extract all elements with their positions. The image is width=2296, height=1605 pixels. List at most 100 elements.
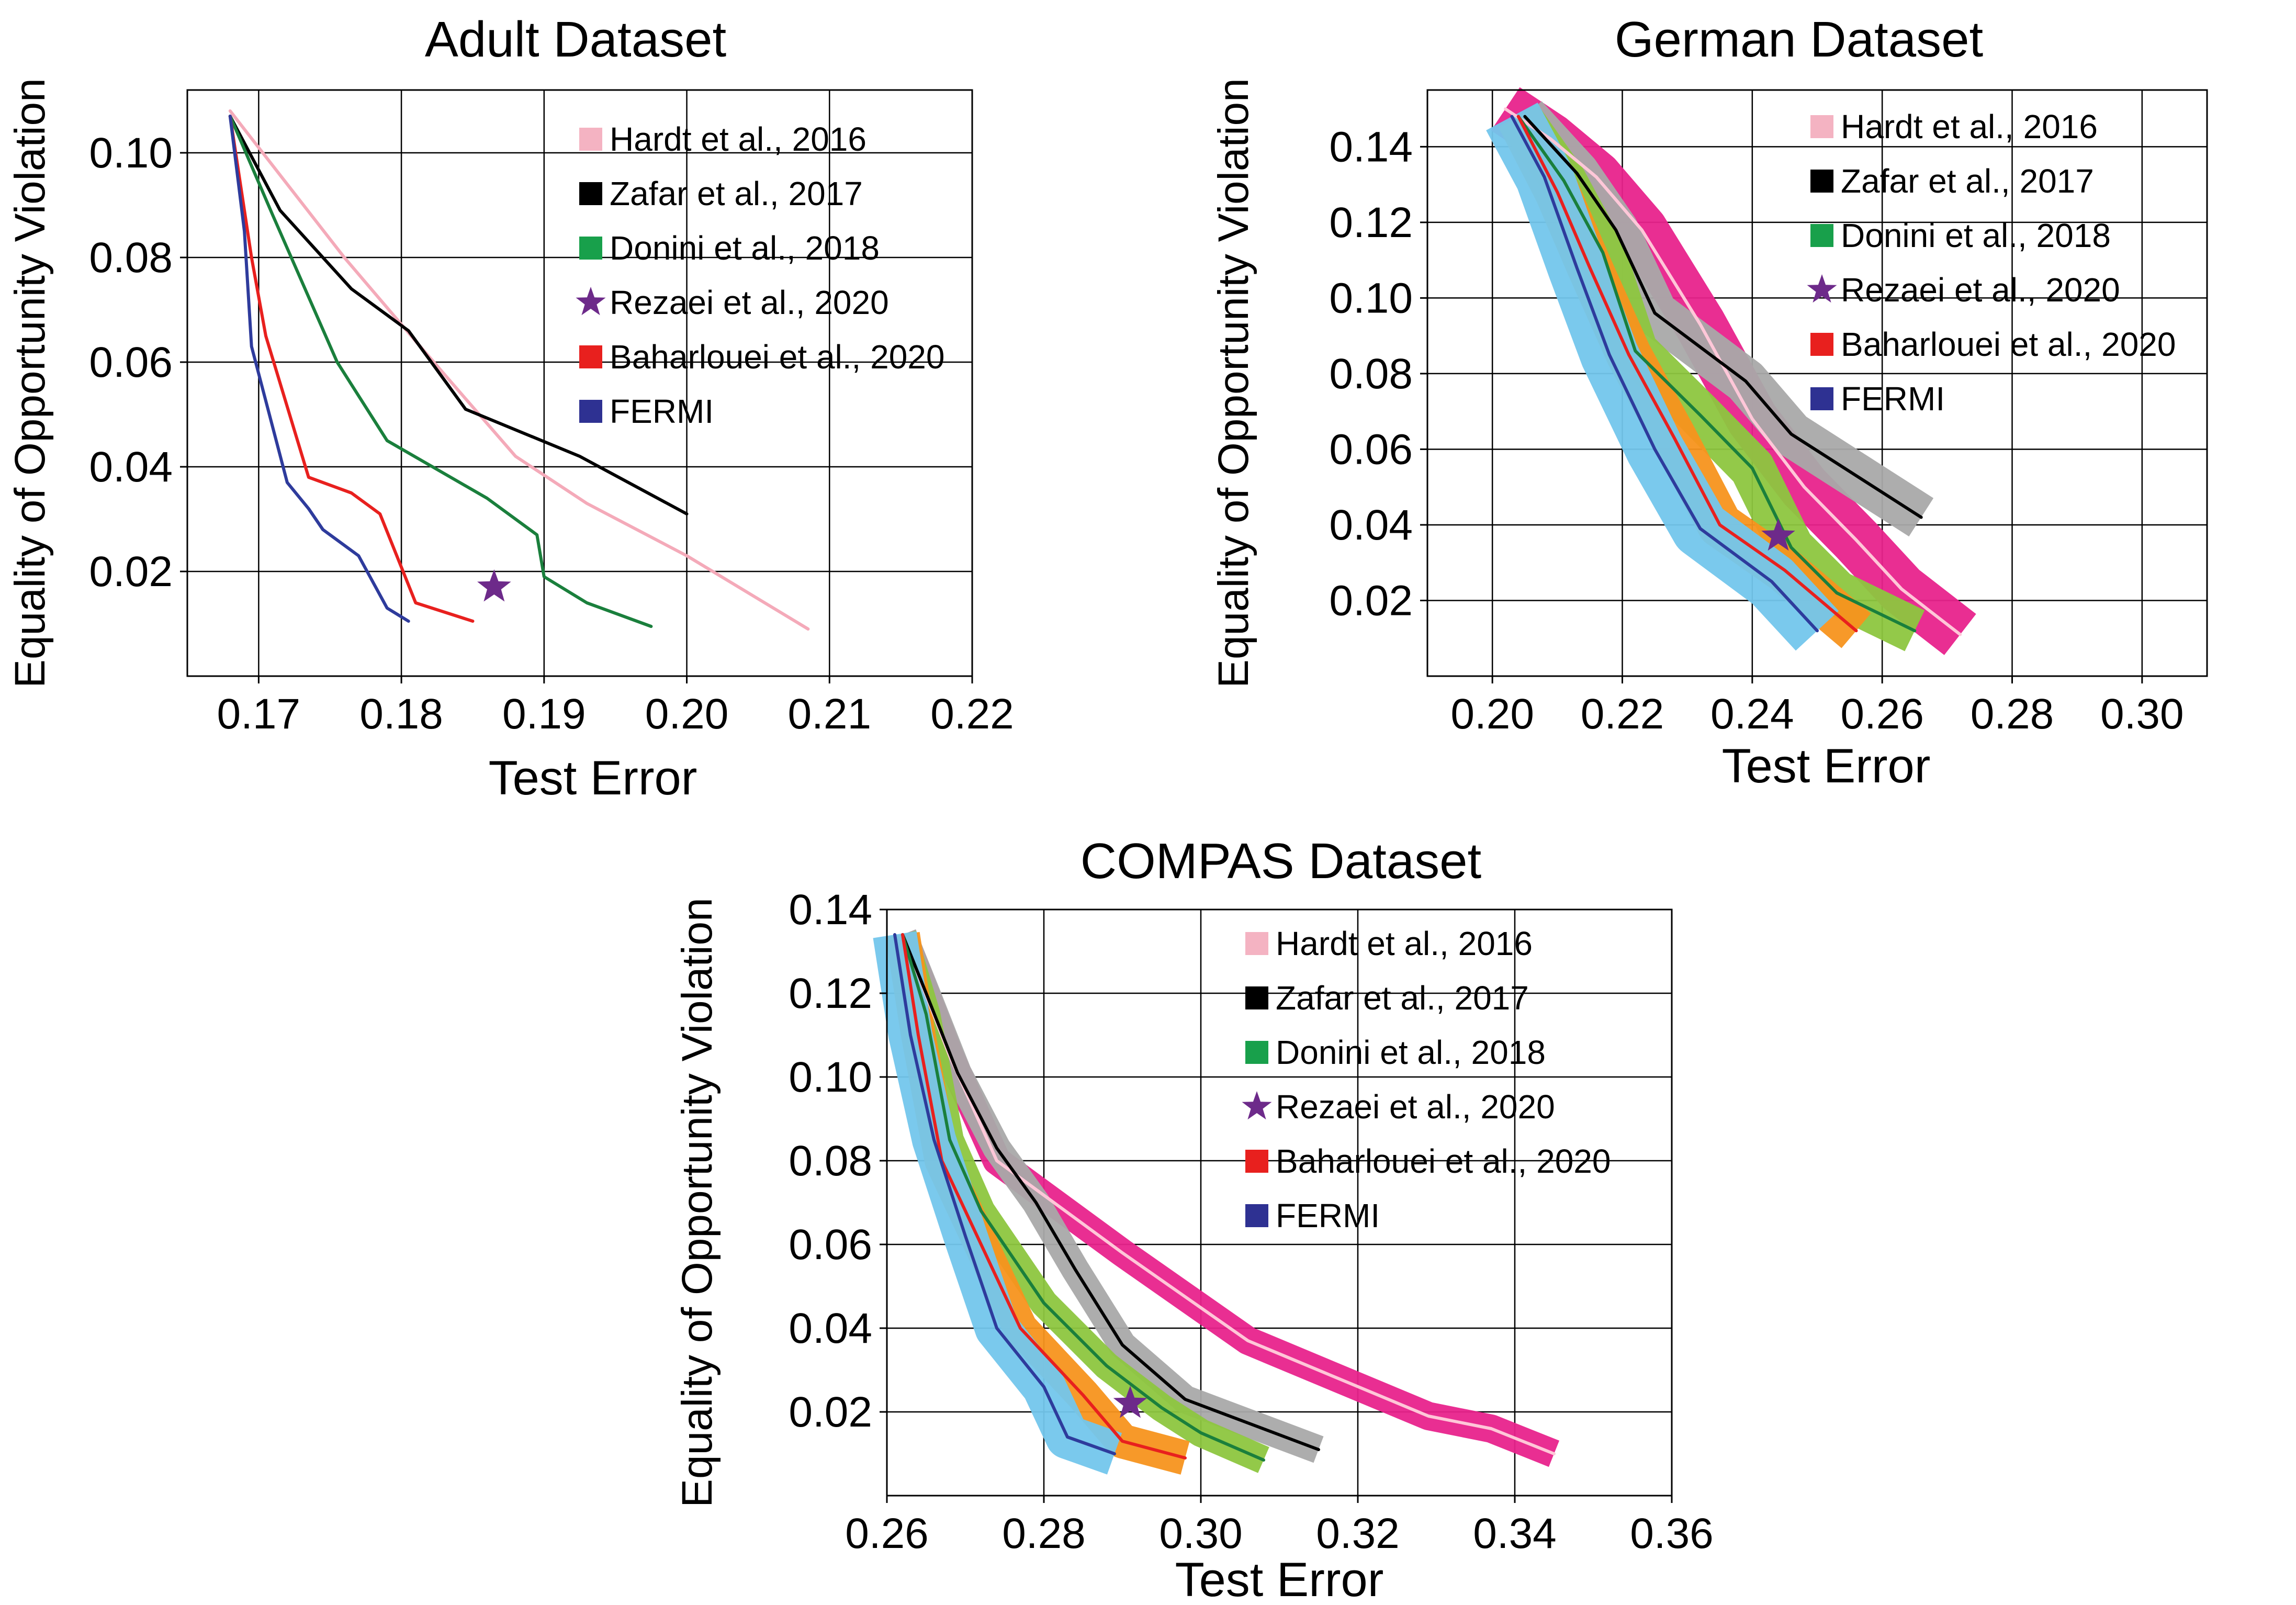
legend-label: Donini et al., 2018 (1276, 1034, 1546, 1071)
y-tick-label: 0.08 (89, 234, 173, 282)
y-tick-label: 0.06 (89, 339, 173, 386)
legend-swatch-baharlouei-et-al-2020 (579, 345, 602, 368)
x-tick-label: 0.20 (645, 690, 729, 738)
legend-swatch-donini-et-al-2018 (1810, 224, 1833, 247)
legend-label: FERMI (1841, 380, 1945, 418)
legend-label: Hardt et al., 2016 (1841, 108, 2098, 145)
x-tick-label: 0.32 (1316, 1510, 1400, 1557)
legend-swatch-zafar-et-al-2017 (1810, 170, 1833, 193)
y-axis-label: Equality of Opportunity Violation (673, 897, 721, 1507)
series-line-baharlouei-et-al-2020 (901, 933, 1187, 1460)
legend-swatch-zafar-et-al-2017 (1245, 986, 1268, 1009)
x-axis-label: Test Error (489, 751, 697, 805)
series-line-zafar-et-al-2017 (228, 115, 689, 515)
x-tick-label: 0.22 (1581, 690, 1664, 738)
chart-title: Adult Dataset (425, 12, 726, 68)
legend-swatch-hardt-et-al-2016 (579, 128, 602, 151)
x-tick-label: 0.30 (2100, 690, 2184, 738)
y-tick-label: 0.08 (1329, 350, 1413, 398)
x-tick-label: 0.19 (502, 690, 586, 738)
star-marker-rezaei-et-al-2020 (1761, 518, 1795, 551)
x-tick-label: 0.36 (1630, 1510, 1714, 1557)
legend-swatch-hardt-et-al-2016 (1810, 115, 1833, 138)
series-line-hardt-et-al-2016 (1504, 107, 1962, 636)
legend: Hardt et al., 2016 Zafar et al., 2017 Doni… (576, 120, 944, 430)
y-axis-label: Equality of Opportunity Violation (6, 78, 54, 688)
legend-label: Donini et al., 2018 (610, 229, 880, 267)
legend-swatch-fermi (1245, 1204, 1268, 1227)
y-tick-label: 0.02 (789, 1388, 872, 1436)
series-line-baharlouei-et-al-2020 (1516, 115, 1858, 633)
series-line-donini-et-al-2018 (901, 933, 1265, 1462)
y-tick-label: 0.02 (1329, 577, 1413, 624)
x-tick-label: 0.26 (1840, 690, 1924, 738)
series-line-hardt-et-al-2016 (228, 109, 810, 631)
legend-swatch-fermi (1810, 387, 1833, 410)
chart-title: German Dataset (1615, 12, 1983, 68)
legend: Hardt et al., 2016 Zafar et al., 2017 Doni… (1807, 108, 2176, 418)
x-tick-label: 0.24 (1710, 690, 1794, 738)
y-tick-label: 0.08 (789, 1137, 872, 1185)
y-tick-label: 0.04 (789, 1305, 872, 1352)
x-tick-label: 0.20 (1450, 690, 1534, 738)
y-tick-label: 0.14 (1329, 123, 1413, 171)
plot-frame (1426, 89, 2208, 677)
legend: Hardt et al., 2016 Zafar et al., 2017 Doni… (1242, 925, 1611, 1234)
legend-star-icon (1242, 1091, 1272, 1120)
legend-label: Zafar et al., 2017 (1841, 162, 2094, 200)
y-tick-label: 0.12 (789, 970, 872, 1017)
y-tick-label: 0.04 (89, 443, 173, 491)
series-line-fermi (893, 933, 1116, 1455)
legend-label: Hardt et al., 2016 (1276, 925, 1533, 962)
legend-label: Baharlouei et al., 2020 (1276, 1142, 1611, 1180)
legend-label: Hardt et al., 2016 (610, 120, 866, 158)
star-marker-rezaei-et-al-2020 (477, 569, 511, 602)
legend-label: Rezaei et al., 2020 (1276, 1088, 1555, 1126)
plot-frame (886, 908, 1673, 1497)
x-tick-label: 0.26 (845, 1510, 929, 1557)
legend-label: Baharlouei et al., 2020 (610, 338, 944, 376)
legend-swatch-zafar-et-al-2017 (579, 182, 602, 205)
y-tick-label: 0.10 (1329, 274, 1413, 322)
legend-label: Zafar et al., 2017 (1276, 979, 1529, 1017)
y-tick-label: 0.06 (789, 1221, 872, 1269)
x-tick-label: 0.21 (787, 690, 871, 738)
legend-label: FERMI (1276, 1197, 1380, 1234)
legend-swatch-donini-et-al-2018 (579, 237, 602, 260)
x-tick-label: 0.28 (1002, 1510, 1086, 1557)
x-tick-label: 0.22 (930, 690, 1014, 738)
y-tick-label: 0.06 (1329, 425, 1413, 473)
series-line-zafar-et-al-2017 (1523, 115, 1923, 519)
y-tick-label: 0.14 (789, 886, 872, 934)
legend-swatch-baharlouei-et-al-2020 (1810, 333, 1833, 356)
legend-label: Zafar et al., 2017 (610, 175, 863, 212)
legend-label: Rezaei et al., 2020 (1841, 271, 2120, 309)
legend-swatch-fermi (579, 400, 602, 423)
plot-frame (186, 89, 973, 677)
x-tick-label: 0.17 (217, 690, 301, 738)
chart-panel-compas-dataset: COMPAS Dataset 0.26 0.28 0.30 0.32 0.34 0.36 0.… (673, 833, 1714, 1605)
x-axis-label: Test Error (1722, 739, 1931, 793)
x-tick-label: 0.34 (1473, 1510, 1557, 1557)
legend-star-icon (576, 287, 606, 316)
series-line-fermi (1510, 115, 1819, 633)
legend-label: FERMI (610, 392, 714, 430)
legend-label: Rezaei et al., 2020 (610, 284, 889, 321)
series-line-donini-et-al-2018 (228, 115, 653, 628)
chart-panel-german-dataset: German Dataset 0.20 0.22 0.24 0.26 0.28 0.30 0.… (1210, 12, 2208, 793)
series-line-fermi (228, 115, 410, 623)
legend-swatch-baharlouei-et-al-2020 (1245, 1150, 1268, 1173)
legend-star-icon (1807, 274, 1837, 303)
chart-title: COMPAS Dataset (1081, 833, 1481, 889)
legend-swatch-hardt-et-al-2016 (1245, 932, 1268, 955)
star-marker-rezaei-et-al-2020 (1113, 1386, 1147, 1418)
y-tick-label: 0.02 (89, 548, 173, 596)
legend-swatch-donini-et-al-2018 (1245, 1041, 1268, 1064)
y-tick-label: 0.10 (89, 129, 173, 177)
series-line-donini-et-al-2018 (1516, 115, 1917, 633)
y-axis-label: Equality of Opportunity Violation (1210, 78, 1257, 688)
x-tick-label: 0.28 (1971, 690, 2054, 738)
x-axis-label: Test Error (1175, 1553, 1384, 1605)
x-tick-label: 0.18 (359, 690, 443, 738)
